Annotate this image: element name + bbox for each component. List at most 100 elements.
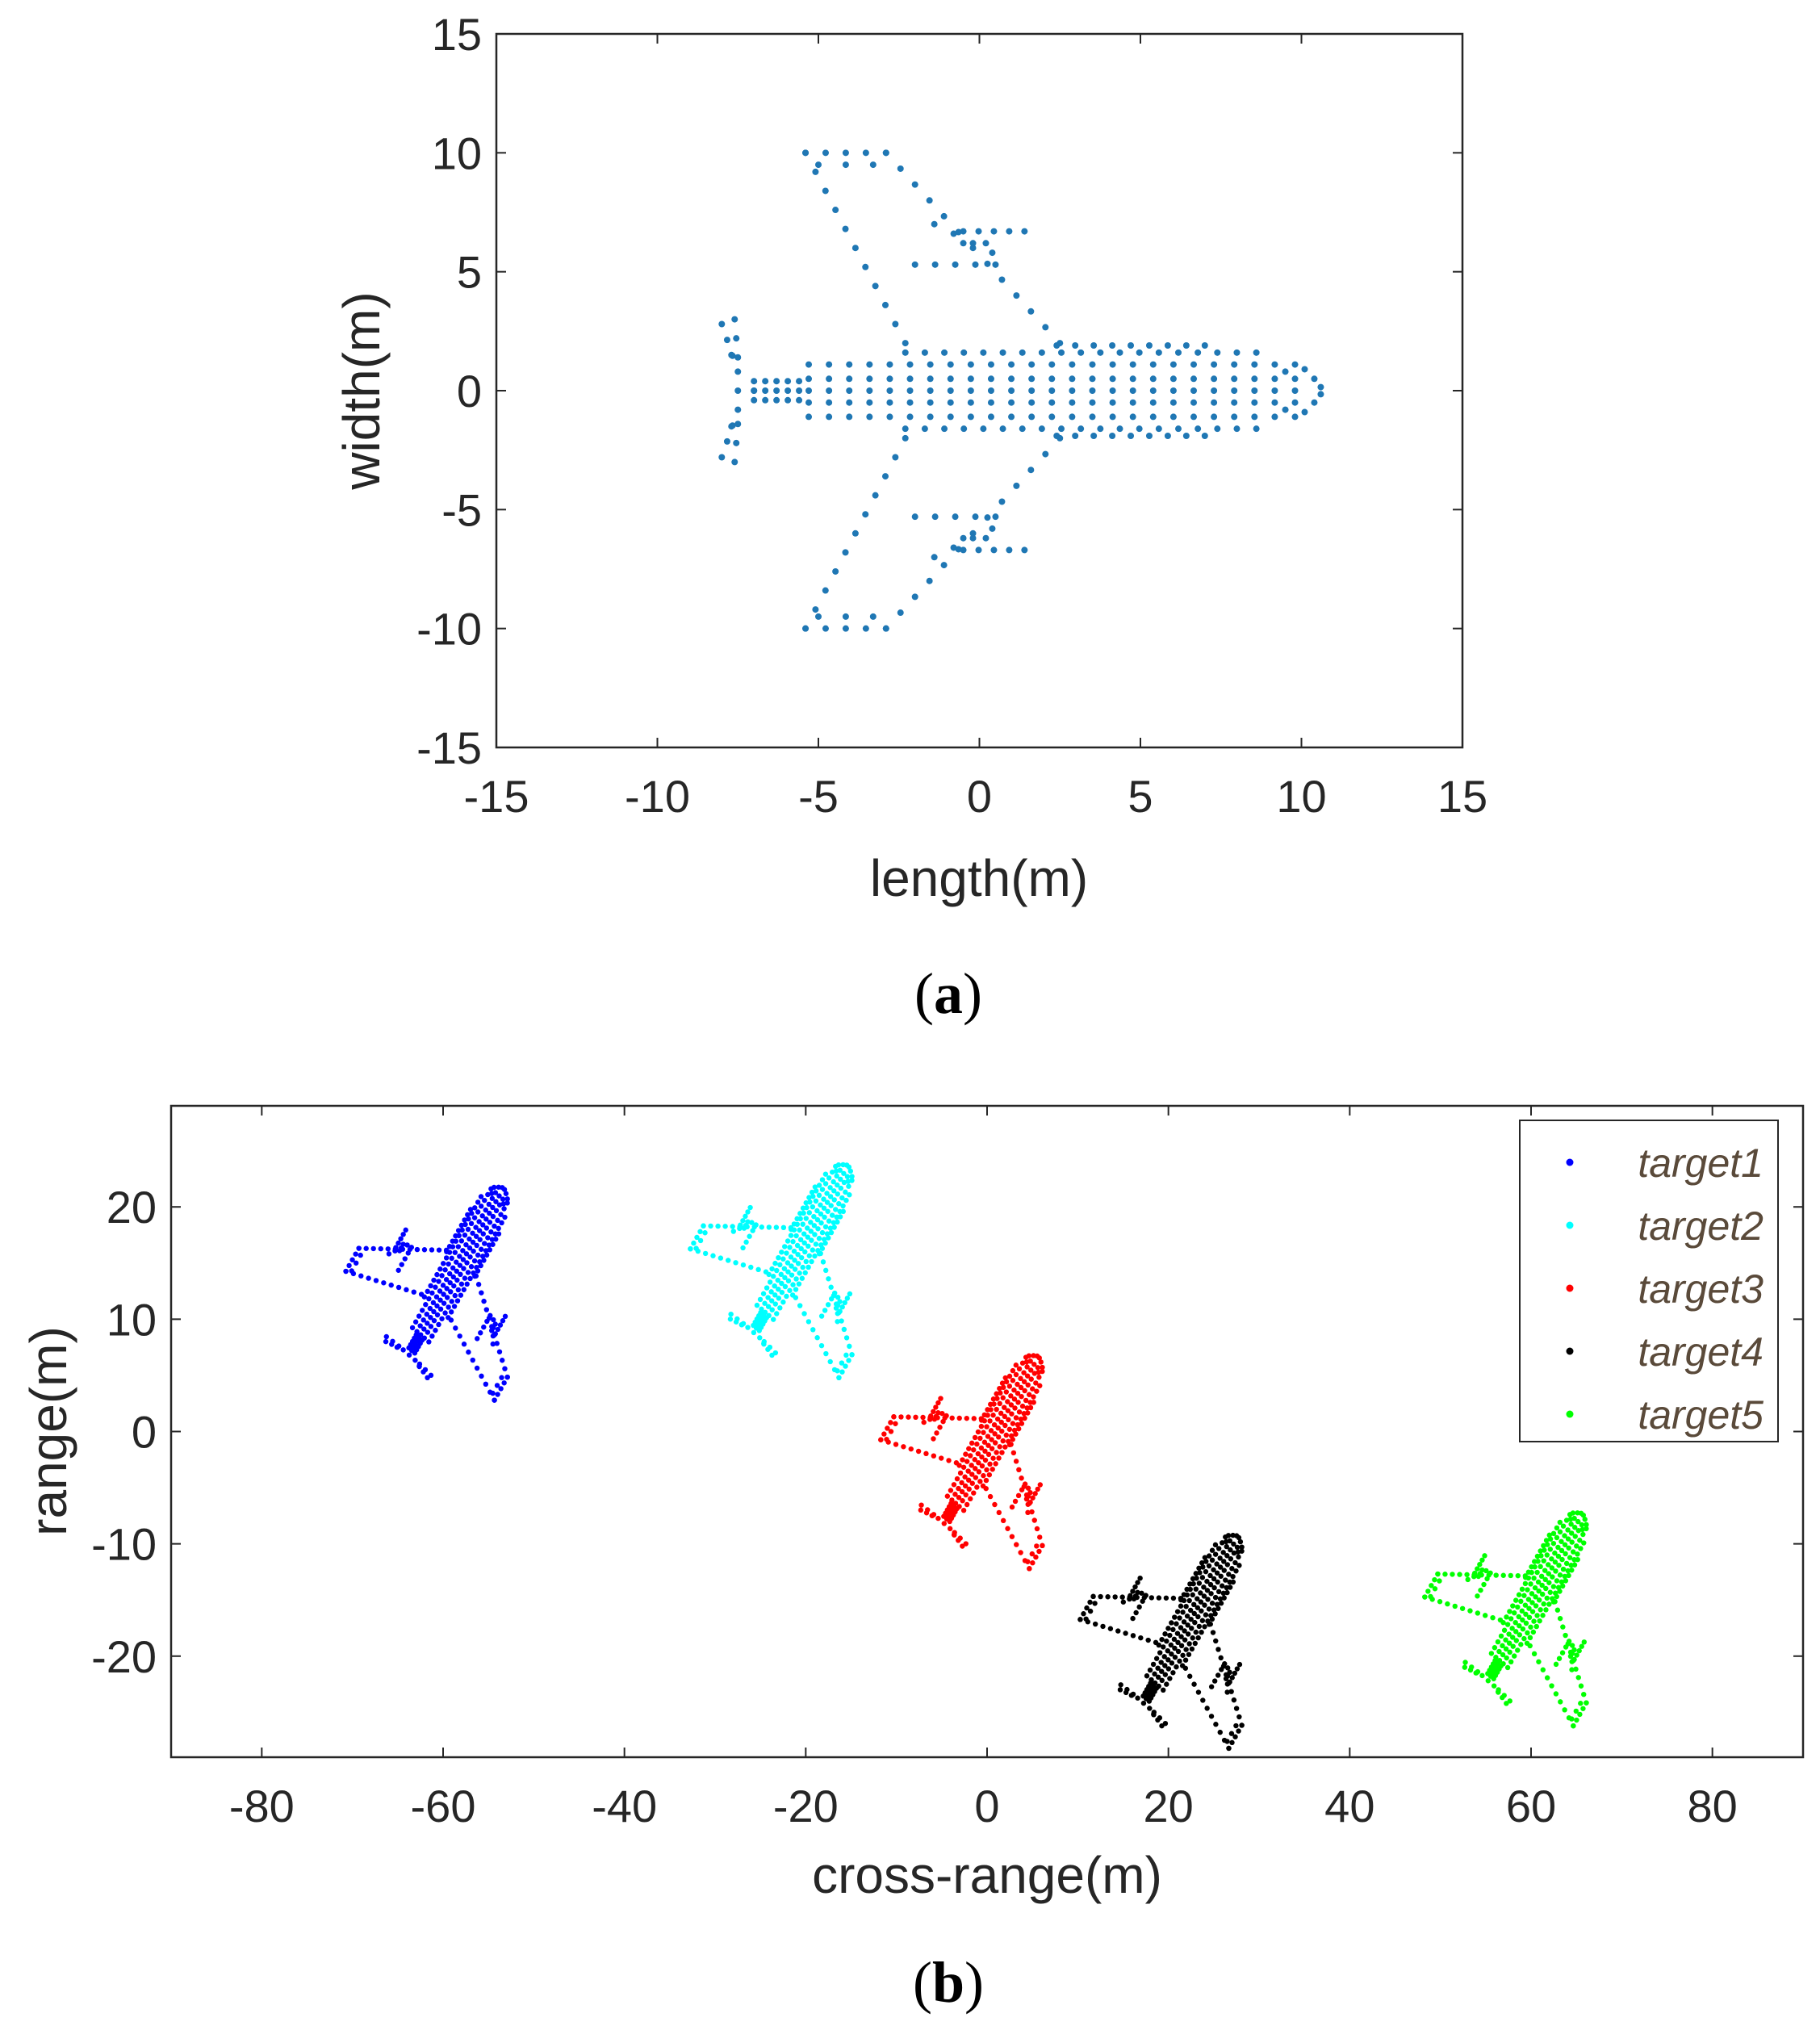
panel-a-point (1190, 387, 1198, 394)
panel-b-point-target2 (838, 1176, 843, 1183)
panel-b-point-target4 (1167, 1632, 1173, 1639)
panel-b-point-target4 (1162, 1663, 1168, 1668)
panel-b-point-target5 (1515, 1572, 1521, 1579)
panel-b-point-target2 (708, 1223, 713, 1229)
panel-a-point (862, 263, 869, 270)
panel-b-point-target1 (474, 1365, 480, 1371)
panel-b-point-target1 (467, 1254, 473, 1260)
panel-b-point-target1 (460, 1257, 467, 1262)
panel-b-point-target4 (1152, 1671, 1157, 1677)
panel-b-point-target2 (755, 1266, 761, 1273)
panel-b-point-target3 (999, 1450, 1005, 1455)
panel-b-point-target2 (799, 1254, 805, 1261)
panel-b-point-target4 (1233, 1706, 1240, 1711)
panel-a-point (1008, 413, 1015, 421)
panel-a-point (1136, 349, 1143, 356)
panel-b-point-target4 (1170, 1670, 1176, 1676)
panel-b-point-target2 (818, 1202, 823, 1208)
panel-b-point-target2 (812, 1253, 818, 1259)
panel-a-point (1077, 349, 1085, 356)
panel-b-point-target3 (997, 1444, 1002, 1450)
panel-b-point-target3 (998, 1410, 1004, 1417)
panel-a-point (987, 387, 994, 394)
panel-b-point-target5 (1437, 1599, 1443, 1605)
panel-b-point-target2 (846, 1358, 851, 1363)
panel-b-point-target4 (1178, 1595, 1184, 1601)
panel-b-point-target3 (978, 1423, 985, 1430)
panel-a-ytick-label: -15 (416, 722, 482, 773)
panel-b-point-target5 (1570, 1510, 1576, 1516)
panel-b-point-target1 (385, 1246, 391, 1252)
panel-b-point-target4 (1169, 1620, 1174, 1626)
panel-a-point (1008, 387, 1015, 394)
panel-b-point-target3 (1040, 1364, 1045, 1371)
panel-b-point-target4 (1231, 1550, 1237, 1556)
panel-a-point (1021, 228, 1028, 235)
panel-b-point-target3 (965, 1468, 971, 1474)
panel-b-point-target3 (978, 1445, 985, 1451)
panel-b-point-target1 (409, 1347, 415, 1354)
panel-b-point-target5 (1555, 1544, 1561, 1551)
panel-b-point-target2 (819, 1245, 826, 1251)
panel-b-point-target5 (1498, 1663, 1504, 1669)
panel-b-point-target3 (1010, 1421, 1016, 1426)
panel-b-point-target3 (968, 1496, 973, 1502)
panel-b-point-target1 (440, 1283, 446, 1288)
panel-b-point-target3 (996, 1509, 1002, 1516)
panel-b-point-target2 (693, 1245, 699, 1251)
panel-b-point-target5 (1532, 1559, 1538, 1564)
panel-b-point-target1 (448, 1289, 454, 1295)
panel-b-point-target2 (827, 1358, 833, 1365)
panel-b-point-target4 (1156, 1595, 1162, 1601)
panel-a-point (989, 249, 996, 257)
panel-b-point-target1 (492, 1223, 497, 1229)
panel-b-point-target5 (1512, 1619, 1518, 1626)
legend-marker-target2 (1566, 1221, 1574, 1229)
panel-b-point-target2 (824, 1231, 831, 1237)
panel-b-point-target4 (1199, 1575, 1206, 1580)
panel-b-point-target1 (500, 1358, 505, 1363)
panel-b-point-target2 (765, 1295, 771, 1300)
panel-b-point-target1 (425, 1329, 431, 1335)
panel-a-point (1201, 432, 1208, 439)
panel-b-point-target3 (1028, 1367, 1034, 1373)
panel-b-point-target3 (1035, 1365, 1041, 1371)
panel-b-point-target5 (1553, 1661, 1559, 1668)
panel-b-point-target3 (981, 1472, 986, 1479)
panel-a-point (1058, 349, 1065, 356)
panel-b-point-target3 (1008, 1402, 1015, 1408)
panel-b-point-target3 (1000, 1438, 1006, 1444)
panel-b-point-target3 (946, 1458, 952, 1463)
panel-b-point-target1 (500, 1201, 507, 1207)
panel-b-point-target1 (383, 1338, 389, 1345)
panel-a-point (881, 301, 889, 308)
panel-b-point-target2 (774, 1267, 780, 1274)
panel-b-point-target5 (1566, 1639, 1572, 1644)
panel-b-point-target4 (1224, 1739, 1230, 1744)
panel-b-point-target1 (429, 1290, 435, 1296)
panel-b-point-target4 (1220, 1550, 1226, 1555)
panel-b-point-target1 (464, 1260, 470, 1266)
panel-b-point-target2 (839, 1195, 845, 1201)
panel-b-point-target3 (1019, 1393, 1024, 1400)
panel-b-point-target4 (1215, 1672, 1221, 1678)
panel-b-point-target2 (849, 1174, 855, 1179)
panel-b-point-target1 (436, 1321, 441, 1328)
panel-b-point-target1 (483, 1216, 489, 1222)
panel-b-point-target4 (1203, 1559, 1209, 1564)
panel-b-point-target4 (1208, 1684, 1215, 1689)
panel-b-point-target3 (969, 1463, 974, 1468)
panel-b-point-target2 (766, 1224, 772, 1230)
panel-a-point (1069, 387, 1076, 394)
panel-b-point-target4 (1175, 1648, 1182, 1655)
panel-b-point-target3 (985, 1434, 991, 1439)
panel-b-point-target5 (1560, 1566, 1567, 1572)
panel-b-point-target3 (985, 1451, 992, 1458)
panel-b-point-target3 (1011, 1396, 1018, 1402)
panel-b-point-target4 (1192, 1619, 1198, 1626)
panel-b-point-target4 (1236, 1714, 1242, 1720)
panel-a-point (960, 546, 967, 554)
panel-b-point-target2 (785, 1278, 792, 1284)
panel-b-point-target4 (1144, 1673, 1150, 1679)
panel-b-point-target2 (770, 1316, 776, 1322)
